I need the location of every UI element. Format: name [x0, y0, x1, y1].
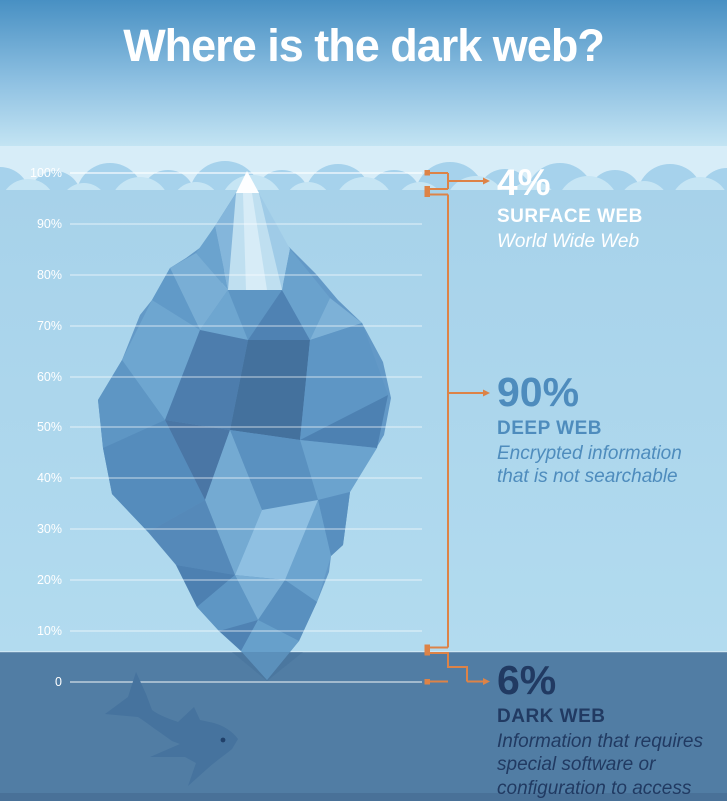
- axis-tick-label: 80%: [37, 268, 62, 282]
- bottom-shadow-strip: [0, 793, 727, 801]
- axis-tick-label: 70%: [37, 319, 62, 333]
- callout-brackets: [424, 170, 490, 685]
- sky-background: [0, 0, 727, 150]
- deep-web-callout: 90% DEEP WEB Encrypted information that …: [497, 372, 707, 489]
- deep-web-label: DEEP WEB: [497, 418, 603, 439]
- deep-web-description: Encrypted information that is not search…: [497, 442, 682, 488]
- arrowhead: [483, 678, 490, 685]
- percentage-gridlines: [70, 172, 422, 683]
- dark-web-label: DARK WEB: [497, 706, 606, 727]
- deep-web-percent: 90%: [497, 369, 580, 415]
- surface-web-percent: 4%: [497, 162, 551, 203]
- axis-tick-label: 0: [55, 675, 62, 689]
- dark-water-edge: [0, 651, 727, 653]
- shark-eye: [220, 737, 226, 743]
- iceberg-tip: [236, 171, 259, 193]
- surface-web-callout: 4% SURFACE WEB World Wide Web: [497, 164, 643, 253]
- axis-tick-label: 60%: [37, 370, 62, 384]
- axis-tick-label: 40%: [37, 471, 62, 485]
- deep-dark-water: [0, 652, 727, 801]
- shark-silhouette: [105, 672, 238, 786]
- iceberg: [98, 171, 391, 681]
- axis-tick-label: 50%: [37, 420, 62, 434]
- surface-web-label: SURFACE WEB: [497, 206, 643, 227]
- dark-web-bracket: [424, 650, 490, 685]
- axis-tick-label: 10%: [37, 624, 62, 638]
- surface-web-description: World Wide Web: [497, 230, 640, 252]
- axis-tick-label: 100%: [30, 166, 62, 180]
- arrowhead: [483, 177, 490, 185]
- dark-web-description: Information that requires special softwa…: [497, 730, 703, 799]
- arrowhead: [483, 389, 490, 397]
- percentage-axis: 100% 90% 80% 70% 60% 50% 40% 30% 20% 10%…: [30, 166, 62, 689]
- dark-web-percent: 6%: [497, 657, 557, 703]
- surface-web-bracket: [424, 170, 490, 192]
- axis-tick-label: 30%: [37, 522, 62, 536]
- axis-tick-label: 90%: [37, 217, 62, 231]
- dark-web-callout: 6% DARK WEB Information that requires sp…: [497, 660, 717, 800]
- deep-web-bracket: [424, 191, 490, 650]
- axis-tick-label: 20%: [37, 573, 62, 587]
- page-title: Where is the dark web?: [123, 20, 605, 71]
